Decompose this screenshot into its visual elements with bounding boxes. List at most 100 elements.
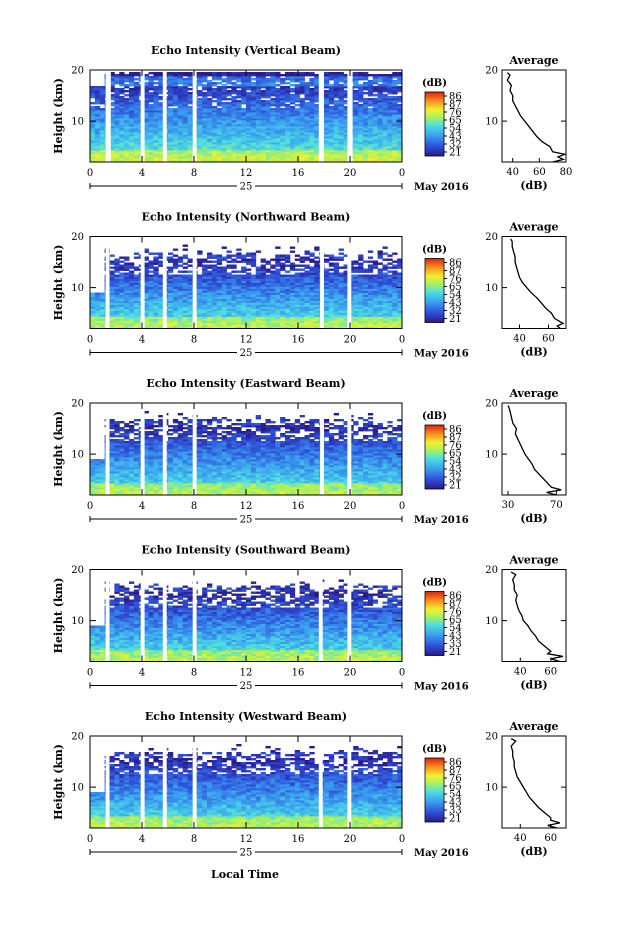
heat-cell xyxy=(382,114,388,117)
heat-cell xyxy=(172,260,179,263)
heat-cell xyxy=(236,146,242,149)
heat-cell xyxy=(367,84,374,87)
heat-cell xyxy=(372,318,379,321)
heat-cell xyxy=(280,120,286,123)
heat-cell xyxy=(309,106,315,109)
heat-cell xyxy=(177,140,184,143)
heat-cell xyxy=(377,88,383,91)
heat-cell xyxy=(250,292,257,295)
heat-cell xyxy=(187,74,193,77)
heat-cell xyxy=(124,132,130,135)
heat-cell xyxy=(294,282,301,285)
heat-cell xyxy=(143,294,149,297)
heat-cell xyxy=(129,92,135,95)
heat-cell xyxy=(99,310,106,313)
heat-cell xyxy=(285,158,291,161)
heat-cell xyxy=(133,312,140,315)
heat-cell xyxy=(133,302,140,305)
heat-cell xyxy=(260,493,266,496)
heat-cell xyxy=(387,322,393,325)
heat-cell xyxy=(299,112,305,115)
heat-cell xyxy=(153,314,159,317)
heat-cell xyxy=(168,298,174,301)
heat-cell xyxy=(343,152,349,155)
heat-cell xyxy=(289,150,296,153)
heat-cell xyxy=(333,152,340,155)
heat-cell xyxy=(270,282,276,285)
heat-cell xyxy=(367,142,374,145)
heat-cell xyxy=(343,302,349,305)
heat-cell xyxy=(387,290,393,293)
heat-cell xyxy=(246,318,252,321)
heat-cell xyxy=(372,114,379,117)
heat-cell xyxy=(392,280,398,283)
heat-cell xyxy=(99,124,106,127)
heat-cell xyxy=(265,324,271,327)
heat-cell xyxy=(372,104,379,107)
heat-cell xyxy=(187,306,193,309)
heat-cell xyxy=(153,310,159,313)
heat-cell xyxy=(226,276,232,279)
heat-cell xyxy=(255,86,262,89)
heat-cell xyxy=(250,158,257,161)
heat-cell xyxy=(309,80,315,83)
heat-cell xyxy=(143,272,149,275)
heat-cell xyxy=(392,138,398,141)
heat-cell xyxy=(148,288,154,291)
heat-cell xyxy=(129,144,135,147)
heat-cell xyxy=(226,256,232,259)
heat-cell xyxy=(299,122,305,125)
heat-cell xyxy=(392,312,398,315)
heat-cell xyxy=(372,120,379,123)
heat-cell xyxy=(246,493,252,496)
heat-cell xyxy=(177,160,184,163)
heat-cell xyxy=(202,320,208,323)
heat-cell xyxy=(236,152,242,155)
heat-cell xyxy=(275,126,281,129)
heat-cell xyxy=(387,298,393,301)
heat-cell xyxy=(197,304,203,307)
heat-cell xyxy=(353,160,359,163)
heat-cell xyxy=(241,96,247,99)
heat-cell xyxy=(114,82,120,85)
heat-cell xyxy=(207,254,213,257)
heat-cell xyxy=(250,116,257,119)
heat-cell xyxy=(119,108,125,111)
heat-cell xyxy=(231,146,237,149)
heat-cell xyxy=(270,98,276,101)
heat-cell xyxy=(309,298,315,301)
heat-cell xyxy=(231,493,237,496)
heat-cell xyxy=(285,304,291,307)
heat-cell xyxy=(338,252,344,255)
heat-cell xyxy=(182,80,188,83)
heat-cell xyxy=(133,298,140,301)
heat-cell xyxy=(241,130,247,133)
heat-cell xyxy=(367,292,374,295)
heat-cell xyxy=(216,296,223,299)
heat-cell xyxy=(328,272,335,275)
heat-cell xyxy=(270,90,276,93)
heat-cell xyxy=(328,108,335,111)
heat-cell xyxy=(377,130,383,133)
heat-cell xyxy=(358,122,364,125)
heat-cell xyxy=(363,160,369,163)
heat-cell xyxy=(304,128,310,131)
heat-cell xyxy=(338,308,344,311)
heat-cell xyxy=(90,118,96,121)
heat-cell xyxy=(129,116,135,119)
heat-cell xyxy=(216,308,223,311)
heat-cell xyxy=(285,284,291,287)
heat-cell xyxy=(133,74,140,77)
heat-cell xyxy=(246,108,252,111)
heat-cell xyxy=(172,126,179,129)
heat-cell xyxy=(236,116,242,119)
heat-cell xyxy=(99,122,106,125)
heat-cell xyxy=(216,140,223,143)
heat-cell xyxy=(187,126,193,129)
heat-cell xyxy=(280,88,286,91)
heat-cell xyxy=(119,256,125,259)
heat-cell xyxy=(314,114,320,117)
heat-cell xyxy=(387,276,393,279)
heat-cell xyxy=(294,278,301,281)
heat-cell xyxy=(129,102,135,105)
